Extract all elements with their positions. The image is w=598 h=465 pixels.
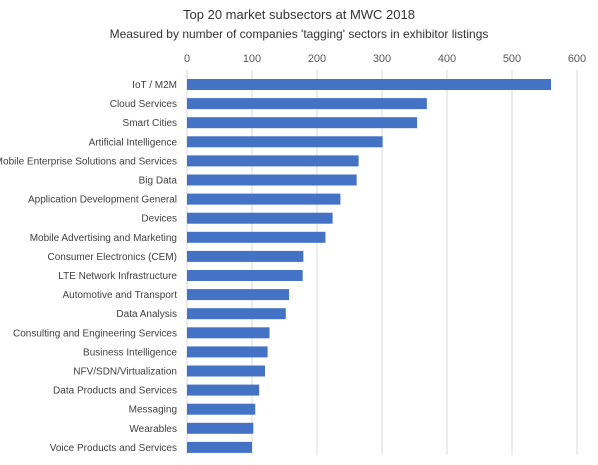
category-label: Mobile Enterprise Solutions and Services [0, 156, 177, 167]
bar [187, 346, 268, 358]
category-label: Application Development General [28, 195, 177, 206]
category-label: Devices [141, 214, 177, 225]
category-label: Data Products and Services [53, 386, 177, 397]
bar [187, 289, 290, 301]
bar [187, 155, 359, 167]
bar [187, 136, 383, 148]
category-label: Voice Products and Services [50, 443, 177, 454]
chart-title: Top 20 market subsectors at MWC 2018 [183, 7, 415, 22]
bar [187, 441, 252, 453]
category-label: NFV/SDN/Virtualization [73, 367, 177, 378]
category-label: IoT / M2M [132, 80, 177, 91]
category-label: Smart Cities [123, 118, 177, 129]
bar [187, 79, 551, 90]
bar [187, 98, 427, 110]
bar [187, 365, 265, 377]
category-label: Consulting and Engineering Services [13, 328, 177, 339]
x-tick-label: 100 [243, 53, 261, 65]
x-tick-label: 400 [438, 53, 456, 65]
category-label: Consumer Electronics (CEM) [48, 252, 177, 263]
bar [187, 308, 286, 320]
category-label: Mobile Advertising and Marketing [30, 233, 177, 244]
category-label: Cloud Services [110, 99, 177, 110]
bar [187, 327, 270, 339]
bar [187, 250, 304, 262]
x-axis-ticks: 0 100 200 300 400 500 600 [184, 53, 586, 65]
bar [187, 174, 357, 186]
category-label: Automotive and Transport [62, 290, 177, 301]
category-label: Data Analysis [116, 309, 177, 320]
category-label: Wearables [129, 424, 177, 435]
category-label: Big Data [139, 176, 178, 187]
chart-subtitle: Measured by number of companies 'tagging… [109, 27, 489, 41]
bar [187, 270, 303, 281]
x-tick-label: 0 [184, 53, 190, 65]
x-tick-label: 200 [308, 53, 326, 65]
bar [187, 403, 256, 415]
bar [187, 384, 260, 396]
category-label: Artificial Intelligence [89, 137, 178, 148]
bar [187, 117, 418, 129]
x-tick-label: 600 [568, 53, 586, 65]
bar [187, 422, 254, 434]
bar [187, 193, 341, 205]
category-label: Business Intelligence [83, 347, 177, 358]
bar [187, 231, 326, 243]
category-label: Messaging [129, 405, 177, 416]
bars [187, 79, 551, 453]
x-tick-label: 500 [503, 53, 521, 65]
category-labels: IoT / M2M Cloud Services Smart Cities Artif… [0, 80, 177, 454]
bar [187, 212, 333, 224]
category-label: LTE Network Infrastructure [58, 271, 177, 282]
x-tick-label: 300 [373, 53, 391, 65]
